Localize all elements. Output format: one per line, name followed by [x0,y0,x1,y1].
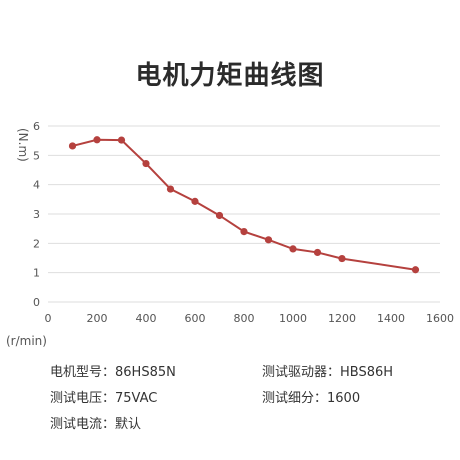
data-point [117,136,126,144]
x-tick-label: 1600 [426,312,454,325]
spec-motor-value: 86HS85N [115,365,176,380]
spec-subdivision: 测试细分：1600 [262,387,360,406]
spec-driver: 测试驱动器：HBS86H [262,361,393,380]
x-tick-label: 600 [185,312,206,325]
spec-motor-label: 电机型号： [50,365,116,380]
data-point [411,266,420,274]
spec-current: 测试电流：默认 [50,413,141,432]
spec-driver-value: HBS86H [340,365,394,380]
spec-voltage-value: 75VAC [115,391,158,406]
x-tick-label: 1200 [328,312,356,325]
x-tick-label: 400 [136,312,157,325]
data-point [289,245,297,253]
x-tick-label: 200 [87,312,108,325]
data-point [338,254,346,263]
data-point [264,236,273,244]
data-point [166,185,175,193]
data-point [93,136,101,144]
spec-voltage-label: 测试电压： [50,391,116,406]
x-tick-label: 800 [234,312,255,325]
spec-current-value: 默认 [115,417,142,432]
x-tick-label: 1400 [377,312,405,325]
spec-subdivision-value: 1600 [327,391,361,406]
spec-subdivision-label: 测试细分： [262,391,328,406]
y-tick-label: 0 [33,296,40,309]
spec-driver-label: 测试驱动器： [262,365,341,380]
x-axis-label: (r/min) [6,334,47,348]
data-point [191,197,199,205]
y-tick-label: 3 [33,208,40,221]
y-tick-label: 1 [33,267,40,280]
y-tick-label: 6 [33,120,40,133]
data-point [142,159,150,168]
data-point [215,211,224,220]
data-point [313,248,322,257]
data-point [68,142,77,150]
data-point [240,228,248,236]
y-tick-label: 5 [33,149,40,162]
x-tick-label: 0 [45,312,52,325]
series-line [72,138,416,271]
y-tick-label: 2 [33,237,40,250]
spec-voltage: 测试电压：75VAC [50,387,157,406]
x-tick-label: 1000 [279,312,307,325]
spec-motor: 电机型号：86HS85N [50,361,176,380]
y-tick-label: 4 [33,179,40,192]
chart-title: 电机力矩曲线图 [135,61,325,91]
spec-current-label: 测试电流： [50,417,116,432]
